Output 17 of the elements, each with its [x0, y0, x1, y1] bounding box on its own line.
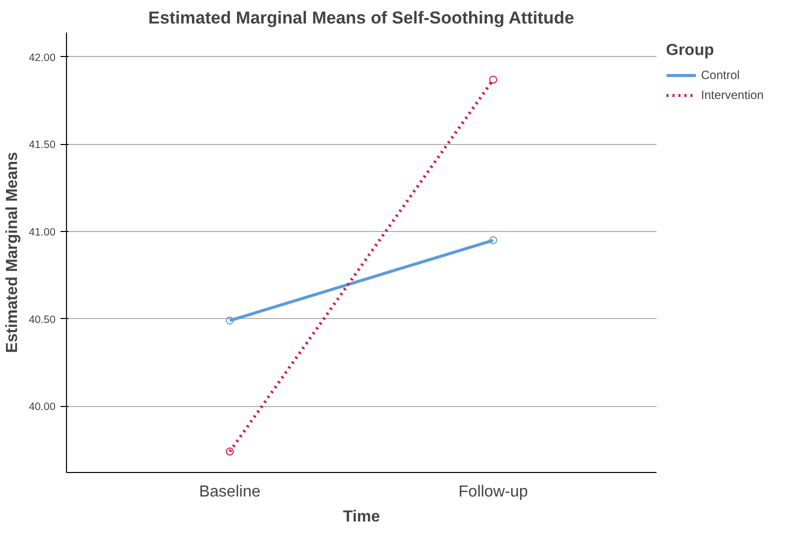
x-tick-label: Baseline	[199, 484, 261, 500]
point	[489, 236, 498, 244]
y-tick-label: 42.00	[28, 52, 56, 64]
y-tick-label: 41.50	[28, 139, 56, 152]
y-axis-title: Estimated Marginal Means	[4, 152, 21, 353]
y-tick-label: 41.00	[28, 226, 56, 239]
point	[226, 448, 234, 456]
x-tick-label: Follow-up	[458, 484, 528, 500]
legend-label: Control	[701, 68, 740, 82]
y-tick-label: 40.00	[28, 401, 56, 414]
point	[489, 76, 498, 84]
legend-title: Group	[666, 42, 715, 60]
legend-label: Intervention	[701, 88, 764, 102]
x-axis-title: Time	[342, 508, 380, 526]
y-tick-label: 40.50	[28, 314, 56, 326]
chart-title: Estimated Marginal Means of Self-Soothing Attitude	[148, 8, 574, 28]
point	[226, 316, 234, 325]
